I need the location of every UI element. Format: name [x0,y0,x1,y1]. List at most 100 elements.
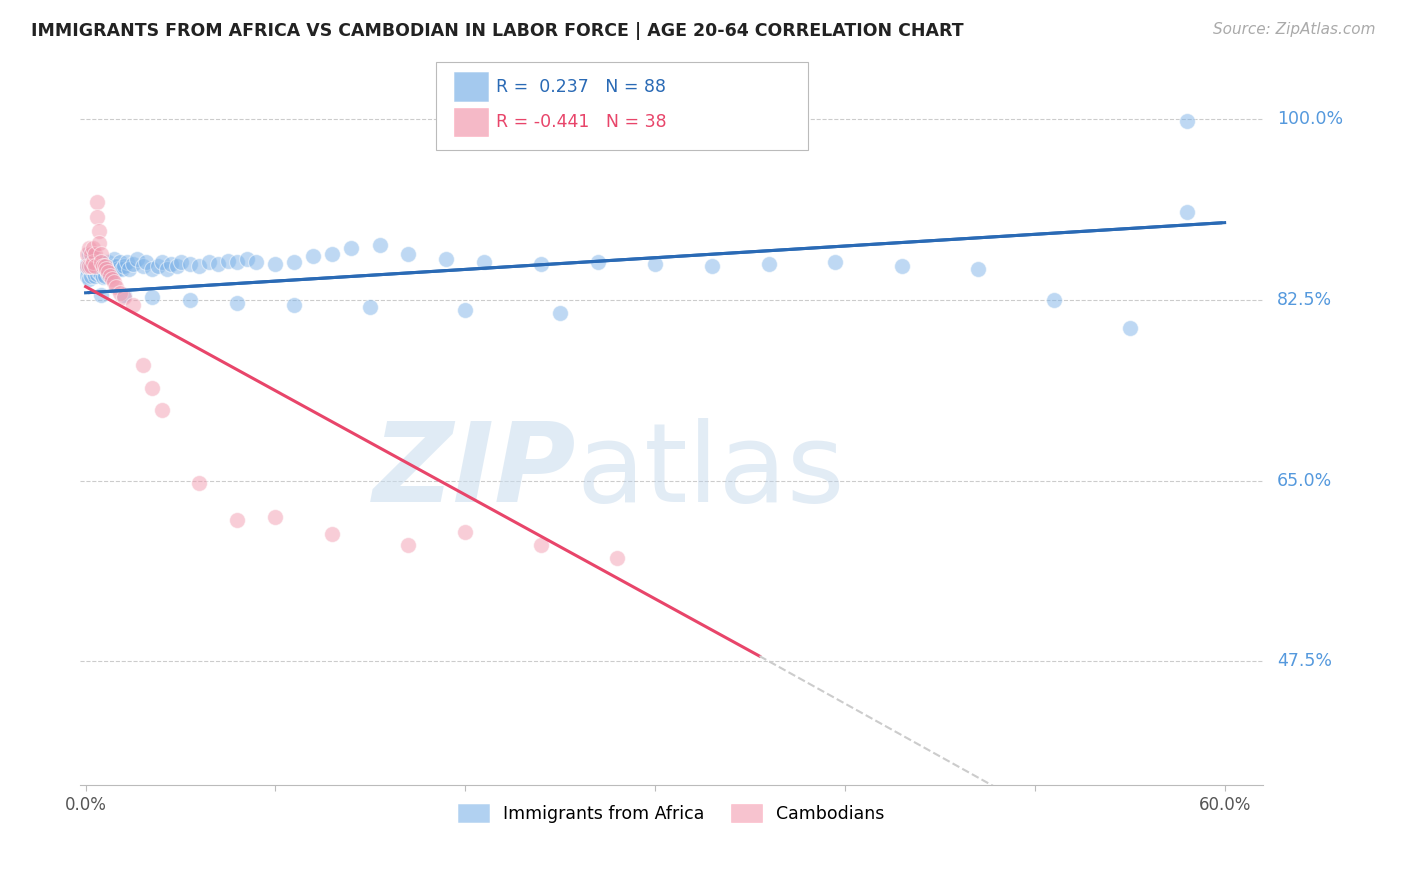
Point [84,269,107,284]
Point [396,538,419,552]
Point [79,272,101,286]
Point [87,236,110,251]
Point [90,246,112,260]
Point [188,475,211,490]
Point [188,259,211,273]
Point [396,246,419,260]
Point [93,259,115,273]
Point [236,252,259,266]
Point [112,288,135,302]
Point [141,381,163,395]
Point [283,255,305,269]
Point [84,259,107,273]
Point [87,265,110,279]
Point [97,255,120,269]
Point [758,257,780,271]
Point [166,259,188,273]
Point [321,246,343,260]
Point [90,267,112,281]
Point [80,246,103,260]
Point [131,358,153,372]
Point [84,246,107,260]
Point [104,279,127,293]
Point [84,255,107,269]
Point [340,242,363,256]
Text: 100.0%: 100.0% [1277,111,1343,128]
Point [359,300,381,314]
Point [283,298,305,312]
Point [79,257,101,271]
Text: R = -0.441   N = 38: R = -0.441 N = 38 [496,113,666,131]
Point [700,259,723,273]
Point [141,262,163,277]
Point [79,242,101,256]
Point [98,269,121,284]
Point [472,255,495,269]
Point [530,257,553,271]
Point [454,525,477,540]
Point [90,255,112,269]
Point [76,257,98,271]
Point [80,269,103,284]
Text: 82.5%: 82.5% [1277,291,1331,309]
Point [79,246,101,260]
Point [79,259,101,273]
Point [1175,114,1198,128]
Point [82,249,104,263]
Text: Source: ZipAtlas.com: Source: ZipAtlas.com [1212,22,1375,37]
Point [90,257,112,271]
Point [150,403,173,417]
Point [434,252,457,266]
Point [87,255,110,269]
Point [76,269,98,284]
Point [112,290,135,304]
Point [97,265,120,279]
Point [82,265,104,279]
Point [302,249,325,263]
Point [1042,293,1064,307]
Point [91,259,114,273]
Point [90,288,112,302]
Point [76,246,98,260]
Point [96,262,118,277]
Point [125,252,148,266]
Point [150,255,173,269]
Point [93,269,115,284]
Text: R =  0.237   N = 88: R = 0.237 N = 88 [496,78,666,95]
Point [179,257,201,271]
Point [179,293,201,307]
Point [76,259,98,273]
Point [103,265,125,279]
Point [245,255,267,269]
Point [96,262,118,277]
Point [156,262,179,277]
Point [91,262,114,277]
Point [1118,321,1140,335]
Text: 47.5%: 47.5% [1277,652,1331,670]
Point [207,257,229,271]
Point [82,242,104,256]
Point [122,298,145,312]
Point [454,303,477,318]
Point [131,259,153,273]
Point [824,255,846,269]
Point [1175,205,1198,219]
Point [226,255,249,269]
Point [108,285,131,300]
Point [98,262,121,277]
Point [606,551,628,566]
Point [141,290,163,304]
Point [80,259,103,273]
Text: ZIP: ZIP [373,418,576,525]
Point [111,262,134,277]
Point [91,270,114,285]
Point [264,257,287,271]
Point [135,255,157,269]
Point [104,259,127,273]
Point [108,255,131,269]
Point [101,272,124,286]
Text: 65.0%: 65.0% [1277,472,1331,490]
Point [79,262,101,277]
Point [368,238,391,252]
Point [122,257,145,271]
